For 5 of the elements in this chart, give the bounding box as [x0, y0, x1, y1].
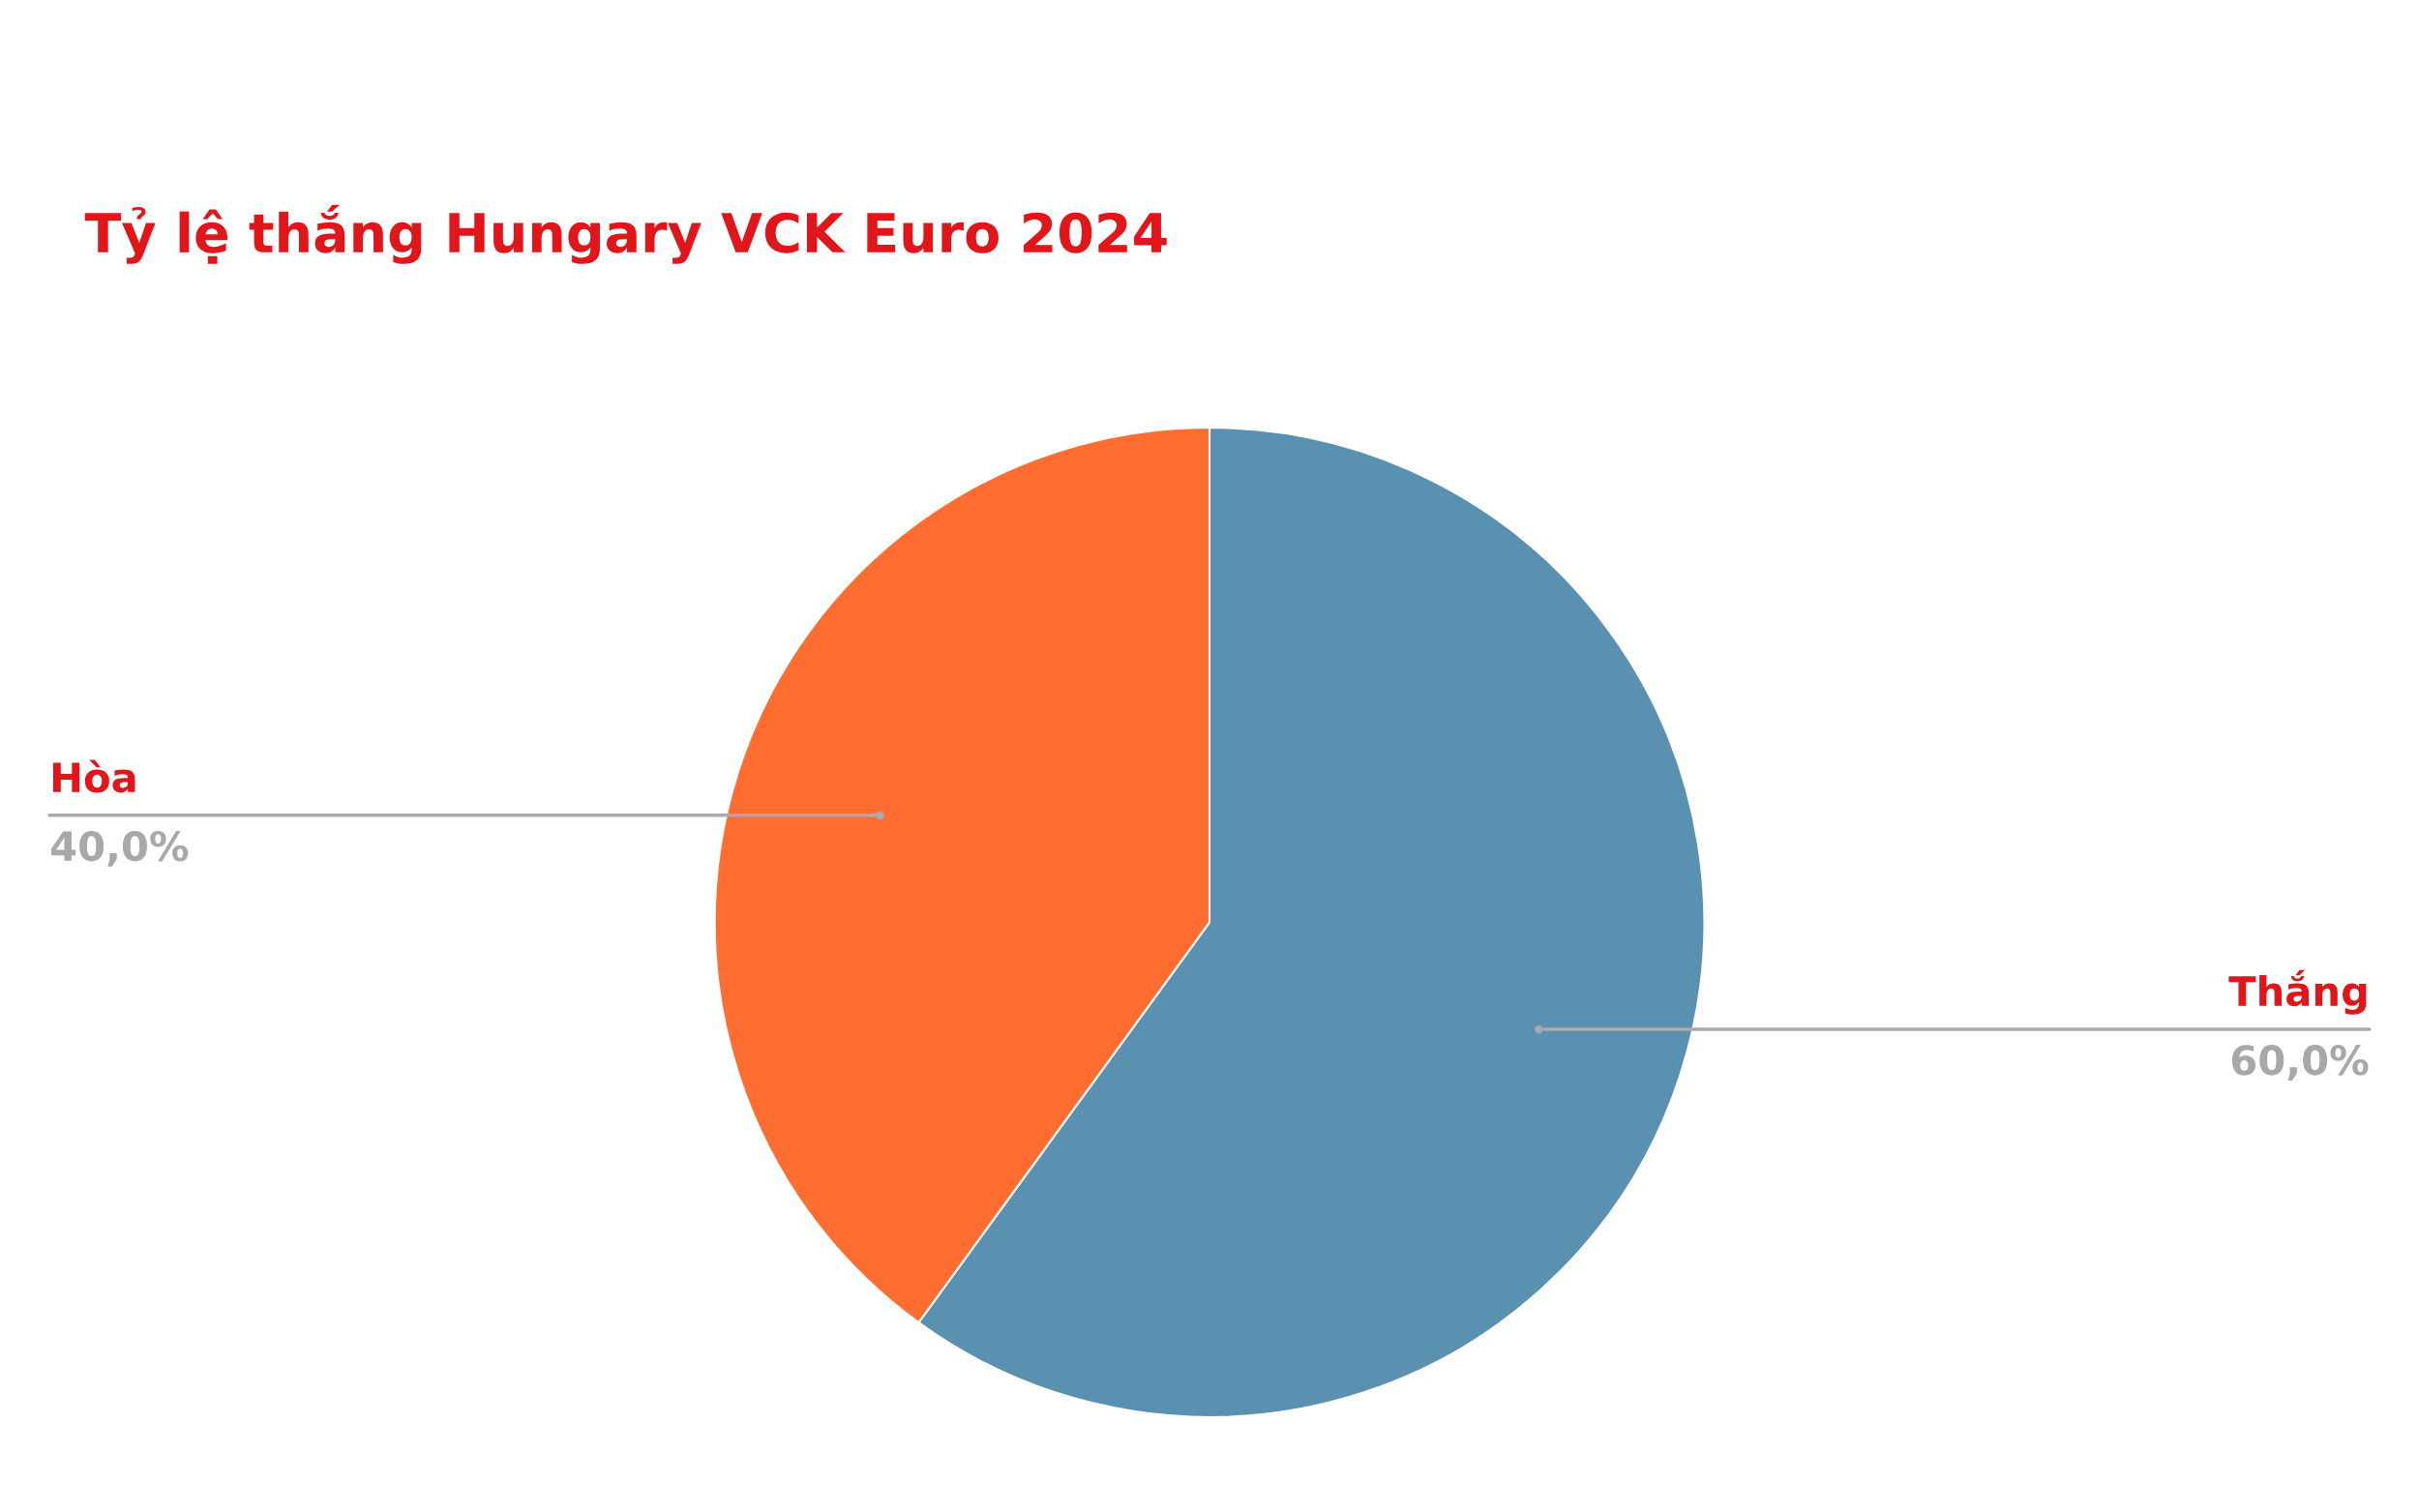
data-label: 60,0% — [2231, 1045, 2369, 1081]
data-label: 40,0% — [51, 830, 189, 867]
chart-title: Tỷ lệ thắng Hungary VCK Euro 2024 — [84, 204, 1167, 264]
slice-label: Hòa — [52, 759, 135, 793]
slice-label: Thắng — [2228, 969, 2367, 1015]
